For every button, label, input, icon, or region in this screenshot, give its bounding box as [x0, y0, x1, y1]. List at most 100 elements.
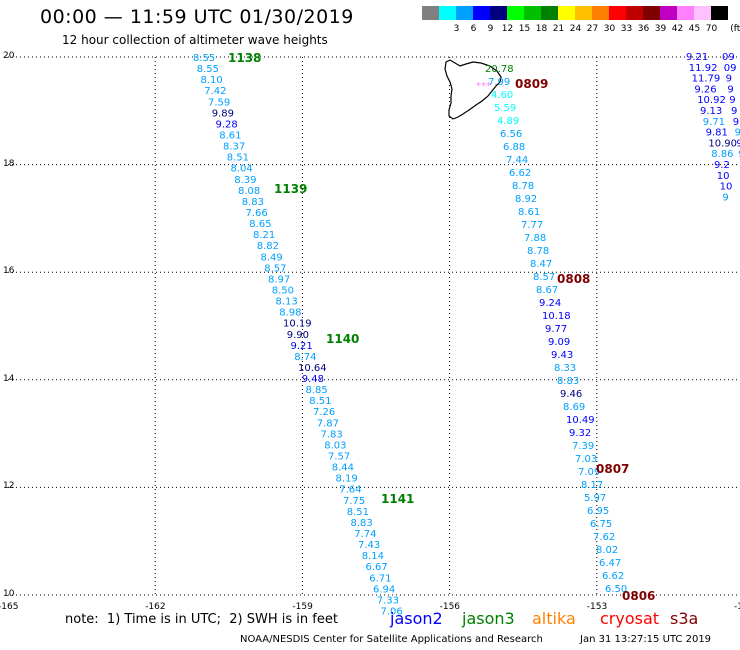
footnote: note: 1) Time is in UTC; 2) SWH is in fe…	[65, 612, 338, 627]
wave-height-value: 8.78	[527, 246, 549, 257]
wave-height-value: 7.99	[488, 77, 510, 88]
wave-height-value: 8.39	[234, 175, 256, 186]
wave-height-value: 8.51	[227, 153, 249, 164]
wave-height-value: 8.17	[581, 480, 603, 491]
color-swatch	[643, 6, 660, 20]
wave-height-value: 10.19	[283, 319, 312, 330]
wave-height-value: 8.65	[249, 219, 271, 230]
pass-number-label: 1140	[326, 332, 359, 346]
wave-height-value: 6.47	[599, 558, 621, 569]
longitude-tick-label: -165	[0, 602, 19, 612]
latitude-tick-label: 20	[3, 51, 15, 61]
wave-height-value: 4.60	[491, 90, 513, 101]
mission-jason3: jason3	[462, 609, 515, 628]
unit-label: (ft)	[730, 24, 740, 34]
color-scale-label: 3	[453, 24, 460, 34]
pass-number-label: 0807	[596, 462, 629, 476]
wave-height-value: 9	[735, 128, 740, 139]
color-swatch	[592, 6, 609, 20]
wave-height-value: 8.55	[193, 53, 215, 64]
wave-height-value: 8.86	[711, 149, 733, 160]
color-scale-label: 21	[552, 24, 565, 34]
wave-height-value: 6.94	[373, 584, 395, 595]
wave-height-value: 8.69	[563, 402, 585, 413]
wave-height-value: 7.88	[524, 233, 546, 244]
color-swatch	[541, 6, 558, 20]
wave-height-value: 5.59	[494, 103, 516, 114]
wave-height-value: 6.75	[590, 519, 612, 530]
wave-height-value: 8.67	[536, 285, 558, 296]
wave-height-value: 7.09	[578, 467, 600, 478]
wave-height-value: 7.59	[208, 97, 230, 108]
wave-height-value: 7.42	[204, 86, 226, 97]
wave-height-value: 9.13	[700, 106, 722, 117]
wave-height-value: 7.75	[343, 496, 365, 507]
wave-height-value: 9.26	[694, 84, 716, 95]
wave-height-value: 9.48	[302, 374, 324, 385]
latitude-tick-label: 10	[3, 589, 15, 599]
wave-height-value: 6.62	[602, 571, 624, 582]
color-swatch	[422, 6, 439, 20]
color-scale-label: 33	[620, 24, 633, 34]
color-scale-label: 39	[654, 24, 667, 34]
wave-height-value: 8.78	[512, 181, 534, 192]
wave-height-value: 20.78	[485, 64, 514, 75]
wave-height-value: 8.49	[261, 252, 283, 263]
longitude-tick-label: -150	[734, 602, 740, 612]
wave-height-value: 9.2	[714, 160, 730, 171]
longitude-tick-label: -153	[586, 602, 608, 612]
color-swatch	[490, 6, 507, 20]
color-scale-label: 24	[569, 24, 582, 34]
wave-height-value: 9.43	[551, 350, 573, 361]
wave-height-value: 8.92	[515, 194, 537, 205]
color-scale-label: 27	[586, 24, 599, 34]
wave-height-value: 7.87	[317, 418, 339, 429]
wave-height-value: 09	[722, 52, 735, 63]
wave-height-value: 9.77	[545, 324, 567, 335]
wave-height-value: 6.62	[509, 168, 531, 179]
color-swatch	[677, 6, 694, 20]
latitude-tick-label: 18	[3, 158, 15, 169]
wave-height-value: 9.46	[560, 389, 582, 400]
wave-height-value: 7.62	[593, 532, 615, 543]
wave-height-value: 8.74	[294, 352, 316, 363]
wave-height-value: 8.04	[231, 164, 253, 175]
wave-height-value: 9.24	[539, 298, 561, 309]
color-swatch	[694, 6, 711, 20]
color-scale-label: 70	[705, 24, 718, 34]
latitude-tick-label: 12	[3, 481, 15, 492]
wave-height-value: 10.92	[697, 95, 726, 106]
color-swatch	[473, 6, 490, 20]
wave-height-value: 8.44	[332, 463, 354, 474]
wave-height-value: 6.50	[605, 584, 627, 595]
color-swatch	[609, 6, 626, 20]
wave-height-value: 7.39	[572, 441, 594, 452]
color-swatch	[558, 6, 575, 20]
wave-height-value: 7.33	[377, 595, 399, 606]
wave-height-value: 6.95	[587, 506, 609, 517]
wave-height-value: 7.43	[358, 540, 380, 551]
wave-height-value: 8.08	[238, 186, 260, 197]
wave-height-value: 8.33	[554, 363, 576, 374]
wave-height-value: 8.02	[596, 545, 618, 556]
color-scale-label: 9	[487, 24, 494, 34]
wave-height-value: 10.90	[708, 138, 737, 149]
pass-number-label: 1139	[274, 182, 307, 196]
wave-height-value: 7.77	[521, 220, 543, 231]
wave-height-value: 9	[733, 117, 739, 128]
wave-height-value: 8.83	[351, 518, 373, 529]
wave-height-value: 7.64	[339, 485, 361, 496]
color-scale-label: 15	[518, 24, 531, 34]
color-scale-label: 42	[671, 24, 684, 34]
wave-height-value: 7.44	[506, 155, 528, 166]
wave-height-value: 9.90	[287, 330, 309, 341]
latitude-tick-label: 16	[3, 266, 15, 277]
wave-height-value: 11.92	[689, 63, 718, 74]
wave-height-value: 7.74	[354, 529, 376, 540]
longitude-tick-label: -156	[439, 602, 461, 612]
latitude-tick-label: 14	[3, 373, 15, 384]
wave-height-value: 9	[736, 138, 740, 149]
wave-height-value: 8.82	[257, 241, 279, 252]
color-scale-label: 6	[470, 24, 477, 34]
wave-height-value: 8.98	[279, 308, 301, 319]
